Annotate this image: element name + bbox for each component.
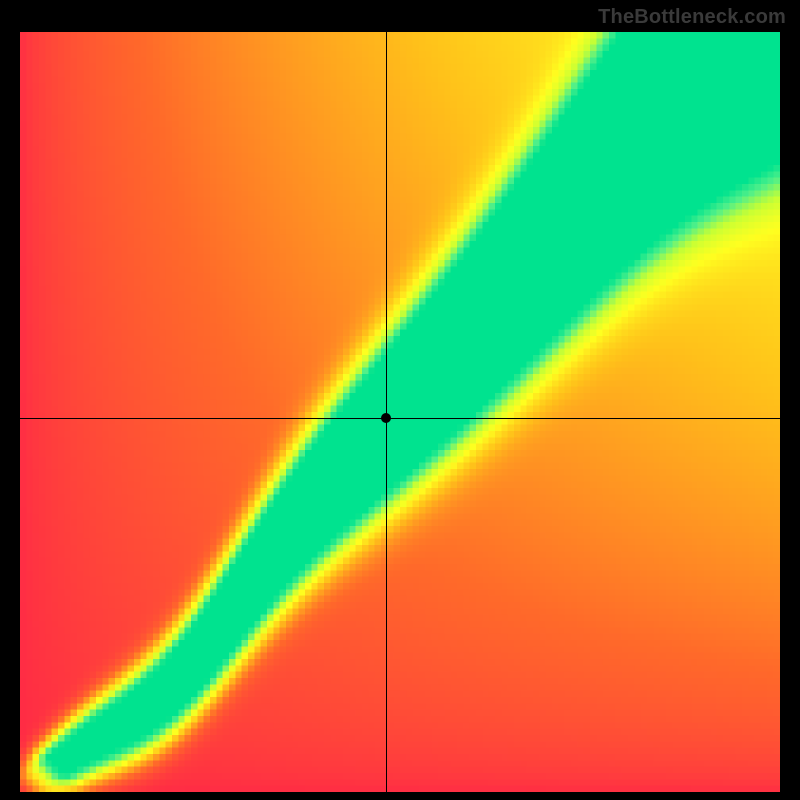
marker-dot [381,413,391,423]
crosshair-horizontal [20,418,780,419]
crosshair-vertical [386,32,387,792]
watermark-text: TheBottleneck.com [598,6,786,29]
heatmap-plot [20,32,780,792]
heatmap-canvas [20,32,780,792]
